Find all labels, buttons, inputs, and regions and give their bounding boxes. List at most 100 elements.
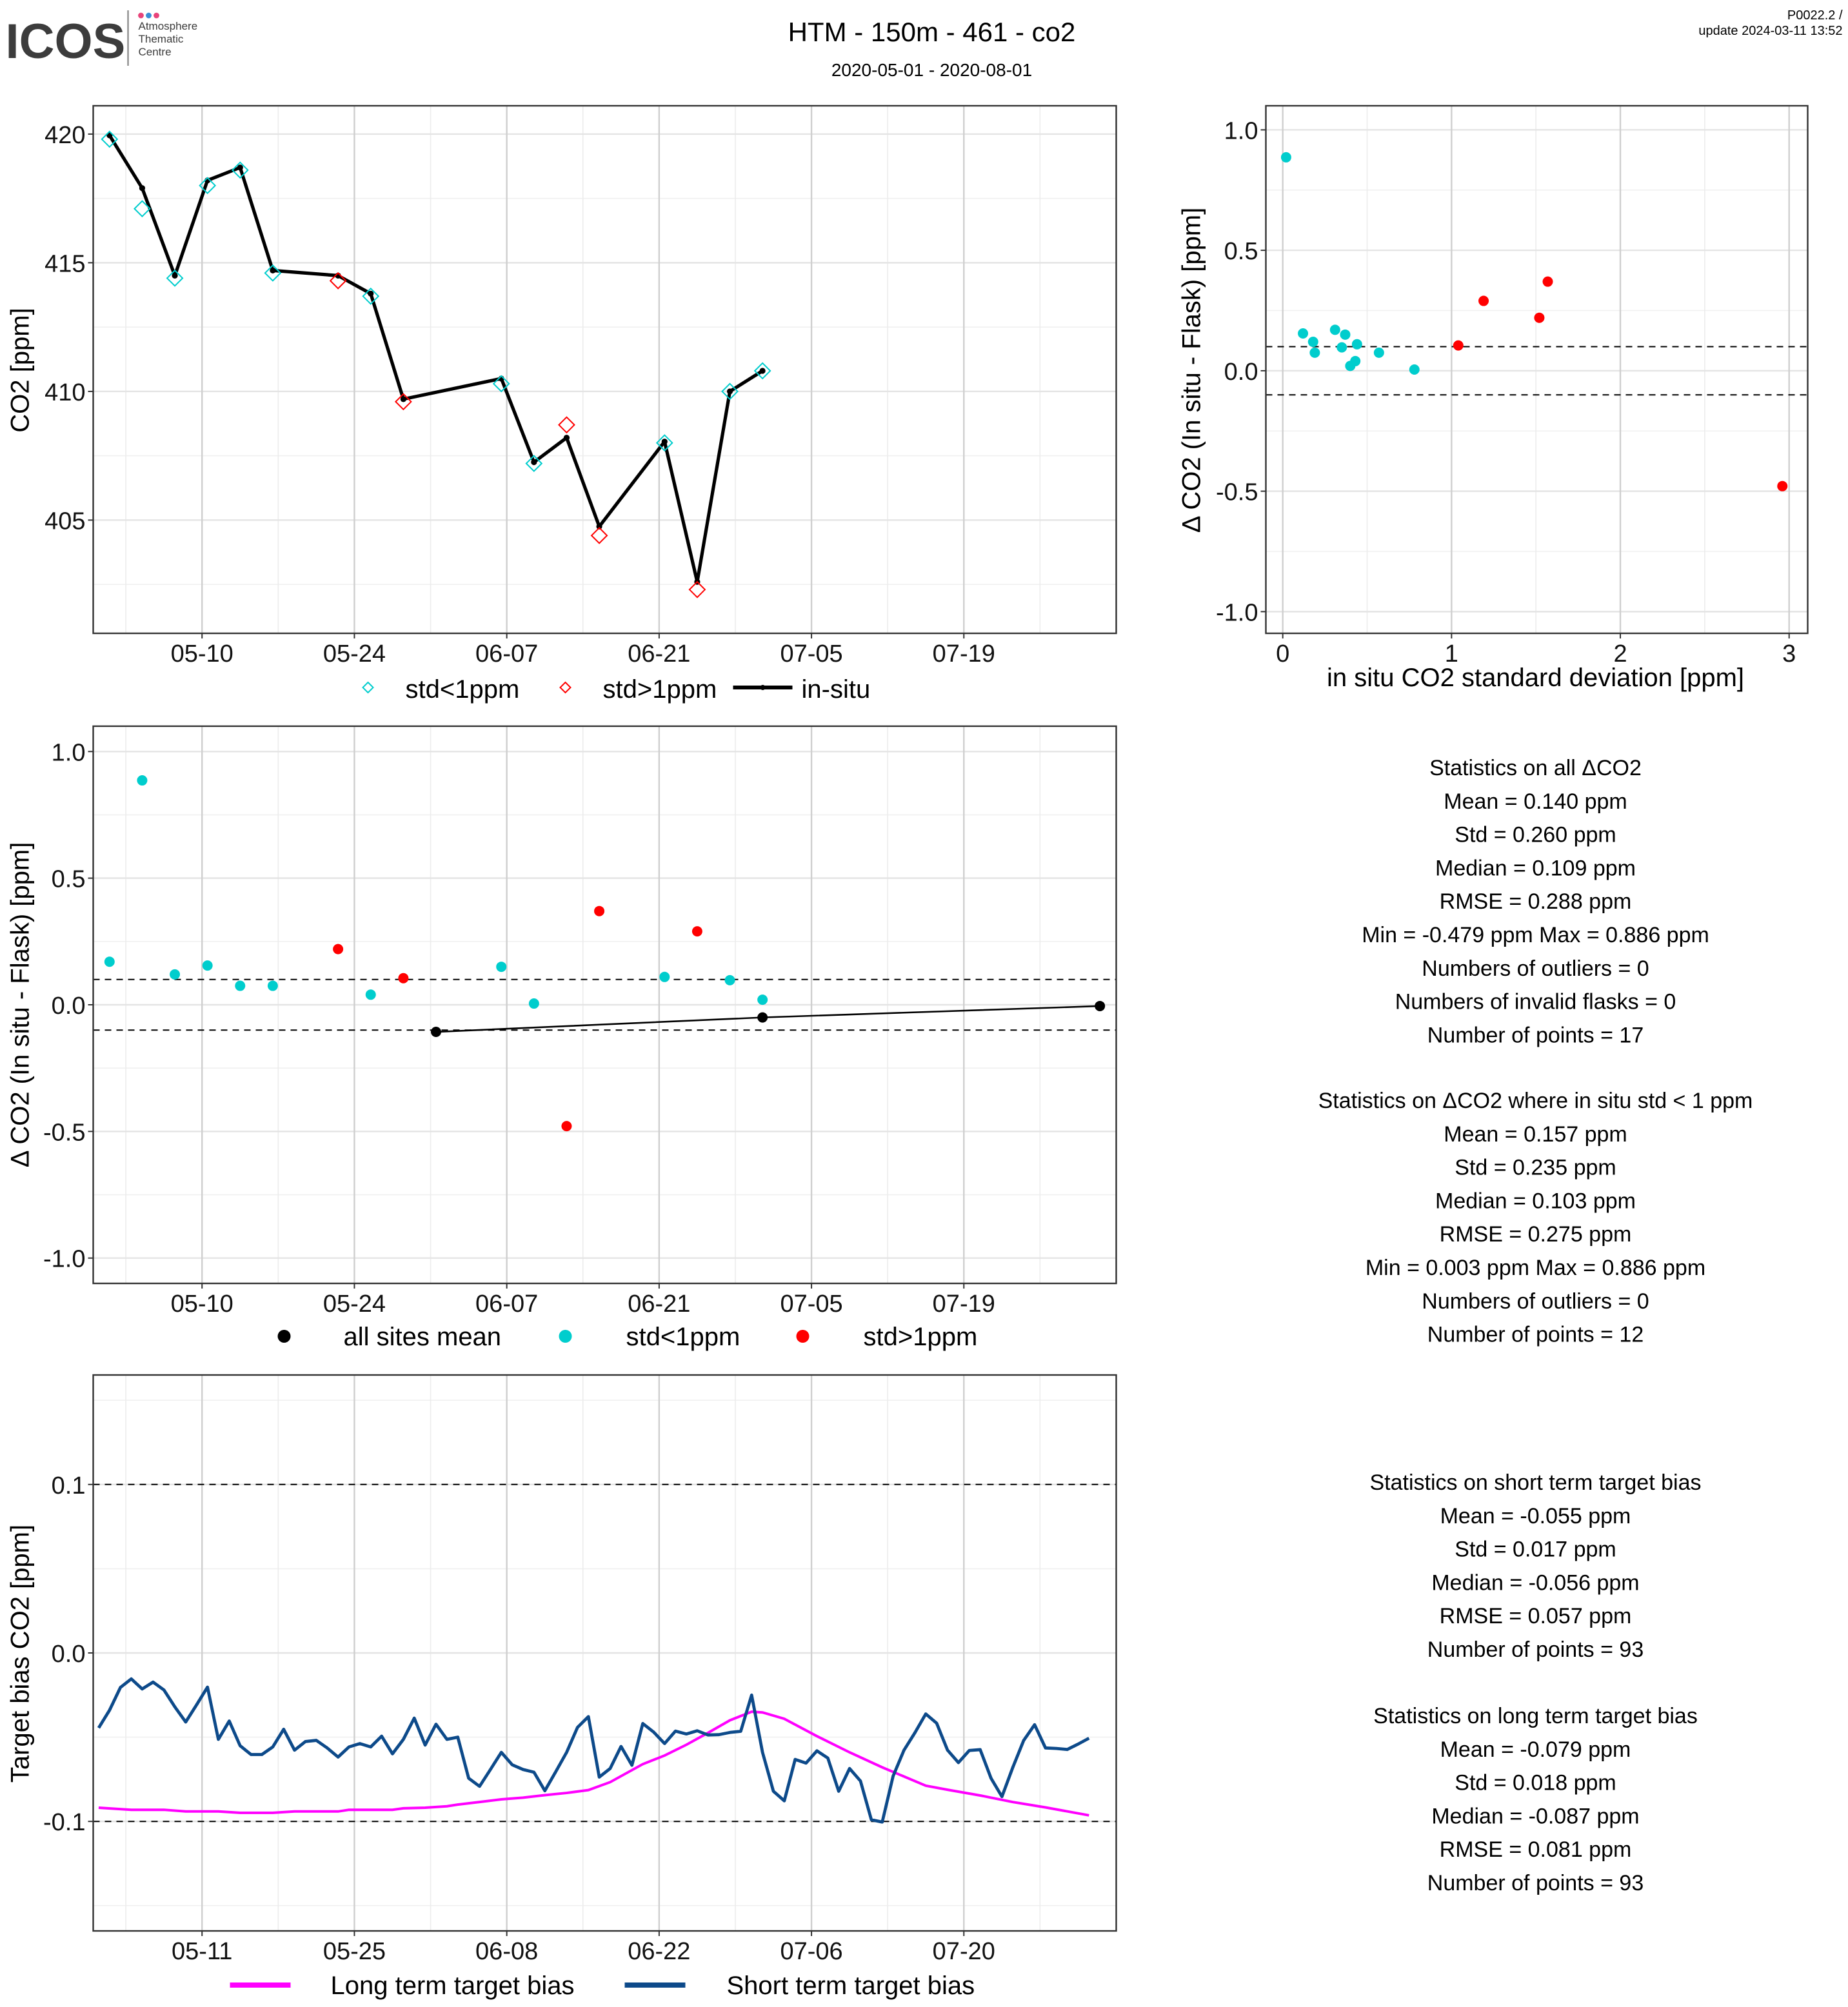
insitu-point bbox=[106, 132, 113, 139]
y-tick-label: 0.1 bbox=[52, 1472, 86, 1499]
x-tick-label: 07-20 bbox=[933, 1938, 995, 1965]
legend-label: all sites mean bbox=[344, 1323, 502, 1351]
y-tick-label: -0.5 bbox=[43, 1119, 85, 1146]
icos-logo: ICOS Atmosphere Thematic Centre bbox=[6, 10, 198, 69]
stats-line: RMSE = 0.275 ppm bbox=[1440, 1222, 1632, 1247]
x-tick-label: 06-08 bbox=[475, 1938, 538, 1965]
legend-label: std>1ppm bbox=[864, 1323, 978, 1351]
y-tick-label: 405 bbox=[45, 508, 85, 535]
flask-diamond bbox=[525, 455, 543, 473]
insitu-point bbox=[661, 439, 668, 445]
stats-line: Numbers of invalid flasks = 0 bbox=[1395, 990, 1676, 1014]
version-label: P0022.2 / bbox=[1787, 8, 1843, 23]
logo-dot-icon bbox=[146, 12, 152, 19]
flask-diamond bbox=[199, 177, 217, 195]
legend-label: std<1ppm bbox=[406, 675, 520, 704]
scatter-point bbox=[1329, 324, 1340, 335]
logo-text: ICOS bbox=[6, 14, 126, 69]
y-tick-label: 420 bbox=[45, 122, 85, 149]
delta-point bbox=[235, 980, 246, 991]
x-tick-label: 05-25 bbox=[323, 1938, 386, 1965]
delta-point bbox=[561, 1121, 572, 1132]
x-tick-label: 06-22 bbox=[628, 1938, 690, 1965]
y-tick-label: 0.0 bbox=[52, 1641, 86, 1668]
stats-line: RMSE = 0.288 ppm bbox=[1440, 889, 1632, 914]
delta-point bbox=[267, 980, 278, 991]
statistics-panel: Statistics on all ΔCO2 Mean = 0.140 ppm St… bbox=[1318, 756, 1753, 1895]
scatter-point bbox=[1409, 364, 1420, 375]
delta-point bbox=[137, 775, 148, 786]
y-tick-label: -1.0 bbox=[43, 1246, 85, 1273]
short-term-bias-line bbox=[97, 1677, 1090, 1824]
target-bias-panel: -0.1 0.0 0.1 05-11 05-25 06-08 06-22 07-06 07-20 bbox=[43, 1374, 1117, 1965]
x-tick-label: 05-24 bbox=[323, 640, 386, 667]
stats-line: Number of points = 93 bbox=[1427, 1871, 1644, 1895]
stats-line: RMSE = 0.081 ppm bbox=[1440, 1837, 1632, 1862]
legend-label: std<1ppm bbox=[626, 1323, 740, 1351]
delta-point bbox=[528, 998, 539, 1009]
flask-diamond bbox=[134, 200, 151, 218]
x-axis-title: in situ CO2 standard deviation [ppm] bbox=[1327, 664, 1744, 692]
stats-line: Median = -0.087 ppm bbox=[1431, 1804, 1639, 1828]
logo-subtitle: Atmosphere bbox=[139, 20, 198, 32]
stats-line: Min = -0.479 ppm Max = 0.886 ppm bbox=[1362, 923, 1709, 947]
x-tick-label: 06-21 bbox=[628, 640, 690, 667]
stats-line: RMSE = 0.057 ppm bbox=[1440, 1604, 1632, 1628]
x-tick-label: 05-24 bbox=[323, 1290, 386, 1318]
stats-title: Statistics on short term target bias bbox=[1370, 1470, 1702, 1495]
delta-point bbox=[691, 926, 702, 937]
flask-diamond bbox=[558, 416, 575, 434]
delta-point bbox=[724, 974, 735, 985]
legend-diamond-icon bbox=[362, 681, 374, 694]
insitu-point bbox=[400, 396, 406, 402]
y-tick-label: 415 bbox=[45, 250, 85, 277]
long-term-bias-line bbox=[98, 1710, 1089, 1817]
stats-line: Mean = -0.079 ppm bbox=[1440, 1737, 1631, 1762]
x-tick-label: 1 bbox=[1445, 640, 1458, 667]
stats-line: Median = 0.103 ppm bbox=[1435, 1189, 1636, 1213]
y-tick-label: 0.0 bbox=[1224, 359, 1258, 386]
stats-line: Std = 0.018 ppm bbox=[1455, 1771, 1616, 1795]
delta-point bbox=[333, 944, 344, 954]
legend-label: Short term target bias bbox=[727, 1972, 975, 2000]
flask-diamond bbox=[231, 161, 249, 179]
scatter-point bbox=[1542, 276, 1553, 287]
co2-timeseries-panel: 405 410 415 420 05-10 05-24 06-07 06-21 07-05 07-… bbox=[45, 104, 1117, 667]
update-label: update 2024-03-11 13:52 bbox=[1698, 24, 1842, 38]
insitu-point bbox=[172, 272, 178, 279]
y-tick-label: 410 bbox=[45, 379, 85, 406]
legend-dot-icon bbox=[796, 1330, 810, 1343]
legend-label: Long term target bias bbox=[331, 1972, 575, 2000]
y-tick-label: -0.1 bbox=[43, 1809, 85, 1836]
flask-diamond bbox=[753, 362, 771, 380]
flask-diamond bbox=[264, 264, 282, 282]
legend-p1: std<1ppm std>1ppm in-situ bbox=[362, 675, 871, 704]
x-tick-label: 07-19 bbox=[933, 640, 995, 667]
delta-point bbox=[170, 969, 181, 980]
page-title: HTM - 150m - 461 - co2 bbox=[788, 17, 1076, 47]
insitu-point bbox=[596, 523, 602, 530]
all-sites-mean-point bbox=[1095, 1000, 1106, 1011]
logo-dot-icon bbox=[138, 12, 144, 19]
y-tick-label: 1.0 bbox=[1224, 117, 1258, 144]
delta-vs-std-panel: -1.0 -0.5 0.0 0.5 1.0 0 1 2 3 bbox=[1216, 104, 1809, 667]
flask-diamond bbox=[688, 580, 706, 598]
y-axis-title: Target bias CO2 [ppm] bbox=[6, 1525, 35, 1783]
delta-point bbox=[398, 973, 409, 984]
delta-timeseries-panel: -1.0 -0.5 0.0 0.5 1.0 05-10 05-24 06-07 06-21 07-… bbox=[43, 725, 1117, 1318]
delta-point bbox=[594, 905, 605, 916]
insitu-point bbox=[368, 290, 374, 297]
stats-line: Std = 0.235 ppm bbox=[1455, 1156, 1616, 1180]
stats-line: Median = -0.056 ppm bbox=[1431, 1570, 1639, 1595]
scatter-point bbox=[1534, 312, 1545, 323]
x-tick-label: 06-07 bbox=[475, 1290, 538, 1318]
legend-label: in-situ bbox=[802, 675, 871, 704]
delta-point bbox=[202, 960, 213, 971]
x-tick-label: 07-05 bbox=[780, 1290, 842, 1318]
scatter-point bbox=[1336, 342, 1347, 353]
flask-diamond bbox=[394, 393, 412, 411]
stats-line: Number of points = 12 bbox=[1427, 1323, 1644, 1347]
legend-label: std>1ppm bbox=[603, 675, 717, 704]
insitu-point bbox=[531, 459, 537, 466]
